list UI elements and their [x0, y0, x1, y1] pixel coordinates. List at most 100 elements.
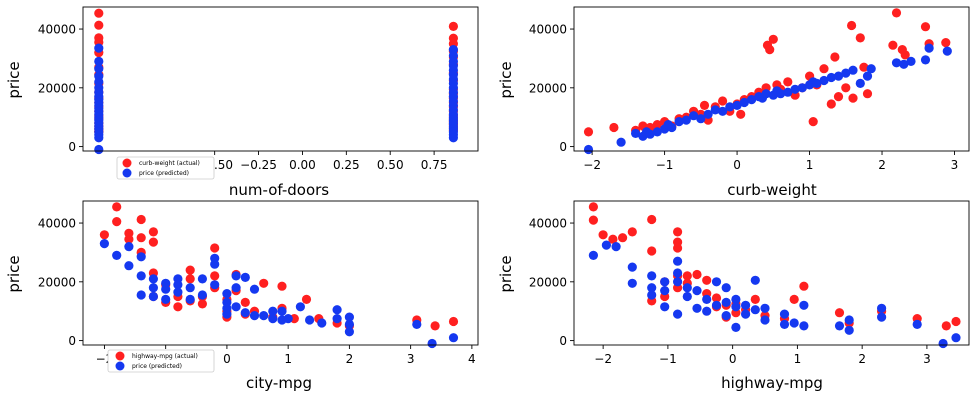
data-point-actual — [750, 294, 760, 304]
legend: highway-mpg (actual) price (predicted) — [107, 349, 215, 373]
axes-frame — [82, 6, 479, 152]
data-point-predicted — [682, 291, 692, 302]
data-point-actual — [941, 321, 951, 331]
data-point-predicted — [647, 290, 657, 300]
legend-marker-predicted — [122, 168, 132, 178]
data-point-actual — [848, 93, 858, 103]
data-point-actual — [859, 62, 869, 72]
data-point-actual — [891, 8, 902, 18]
data-point-predicted — [682, 283, 692, 293]
data-point-predicted — [197, 290, 207, 300]
data-point-actual — [819, 64, 829, 74]
legend-frame — [107, 349, 215, 373]
data-point-predicted — [667, 122, 677, 133]
legend-label-actual: curb-weight (actual) — [139, 160, 200, 167]
data-point-predicted — [924, 43, 934, 53]
data-point-actual — [699, 100, 710, 110]
x-tick-label: 0 — [733, 158, 741, 172]
data-point-actual — [583, 127, 594, 137]
panel-curb-weight: price curb-weight 0 20000 40000 −2 −1 0 1 2 3 — [497, 6, 970, 199]
data-point-actual — [448, 21, 458, 31]
data-point-actual — [833, 92, 844, 102]
data-point-predicted — [222, 309, 232, 319]
data-point-predicted — [750, 305, 760, 315]
data-point-predicted — [692, 303, 702, 313]
x-tick-label: −1 — [659, 352, 677, 366]
x-tick-label: 3 — [923, 352, 931, 366]
data-point-predicted — [124, 242, 134, 252]
data-point-actual — [259, 278, 269, 288]
data-point-actual — [692, 269, 702, 280]
data-point-predicted — [249, 311, 260, 321]
data-point-actual — [112, 202, 122, 212]
data-point-predicted — [718, 106, 728, 116]
data-point-predicted — [761, 89, 771, 99]
data-point-actual — [647, 214, 657, 225]
data-point-actual — [834, 308, 845, 318]
data-point-predicted — [732, 100, 742, 110]
x-tick-label: −0.25 — [240, 158, 277, 172]
data-point-predicted — [283, 314, 293, 324]
data-point-predicted — [741, 300, 751, 310]
data-point-predicted — [647, 283, 657, 293]
data-point-actual — [148, 237, 158, 247]
data-point-predicted — [731, 302, 741, 312]
data-point-predicted — [673, 268, 683, 278]
data-point-actual — [618, 233, 628, 243]
data-point-predicted — [951, 333, 961, 343]
data-points — [94, 8, 458, 155]
data-point-actual — [430, 321, 440, 331]
data-point-predicted — [94, 133, 104, 143]
data-point-predicted — [268, 306, 278, 316]
y-tick-label: 40000 — [38, 217, 76, 231]
data-points — [583, 8, 952, 155]
data-point-predicted — [332, 305, 342, 315]
data-point-predicted — [703, 109, 713, 119]
data-point-predicted — [231, 302, 241, 312]
x-tick-label: 0 — [729, 352, 737, 366]
data-point-predicted — [790, 84, 800, 94]
xlabel: num-of-doors — [229, 181, 329, 199]
data-point-predicted — [833, 71, 844, 81]
data-point-actual — [652, 120, 662, 130]
data-point-actual — [673, 227, 683, 237]
data-point-predicted — [938, 338, 948, 349]
data-point-actual — [608, 234, 618, 244]
data-point-actual — [124, 234, 134, 244]
data-point-actual — [765, 45, 775, 55]
data-point-predicted — [173, 280, 183, 290]
x-tick-label: 0.25 — [333, 158, 360, 172]
data-point-actual — [136, 214, 146, 225]
data-point-predicted — [161, 294, 171, 304]
data-point-actual — [112, 217, 122, 227]
x-tick-label: 1 — [284, 352, 292, 366]
data-point-predicted — [240, 272, 250, 282]
data-point-predicted — [173, 287, 183, 297]
data-point-actual — [951, 316, 961, 327]
data-point-actual — [789, 294, 799, 304]
ylabel: price — [5, 255, 23, 292]
data-point-predicted — [877, 312, 887, 322]
y-tick-label: 40000 — [529, 217, 567, 231]
data-point-predicted — [112, 250, 122, 260]
data-point-predicted — [652, 127, 662, 137]
legend-label-actual: highway-mpg (actual) — [132, 353, 198, 360]
data-point-predicted — [912, 319, 922, 329]
data-point-actual — [673, 243, 683, 253]
data-point-predicted — [588, 250, 599, 260]
data-point-predicted — [627, 262, 637, 272]
data-point-predicted — [721, 297, 731, 307]
data-point-actual — [588, 202, 599, 212]
data-point-actual — [736, 109, 746, 119]
data-point-predicted — [799, 300, 809, 310]
data-point-predicted — [731, 322, 741, 332]
data-points — [99, 202, 459, 349]
data-point-actual — [210, 243, 220, 253]
data-point-actual — [768, 34, 778, 44]
data-point-actual — [609, 122, 619, 133]
data-point-predicted — [317, 318, 327, 328]
data-point-actual — [711, 293, 722, 303]
data-point-predicted — [673, 256, 683, 266]
